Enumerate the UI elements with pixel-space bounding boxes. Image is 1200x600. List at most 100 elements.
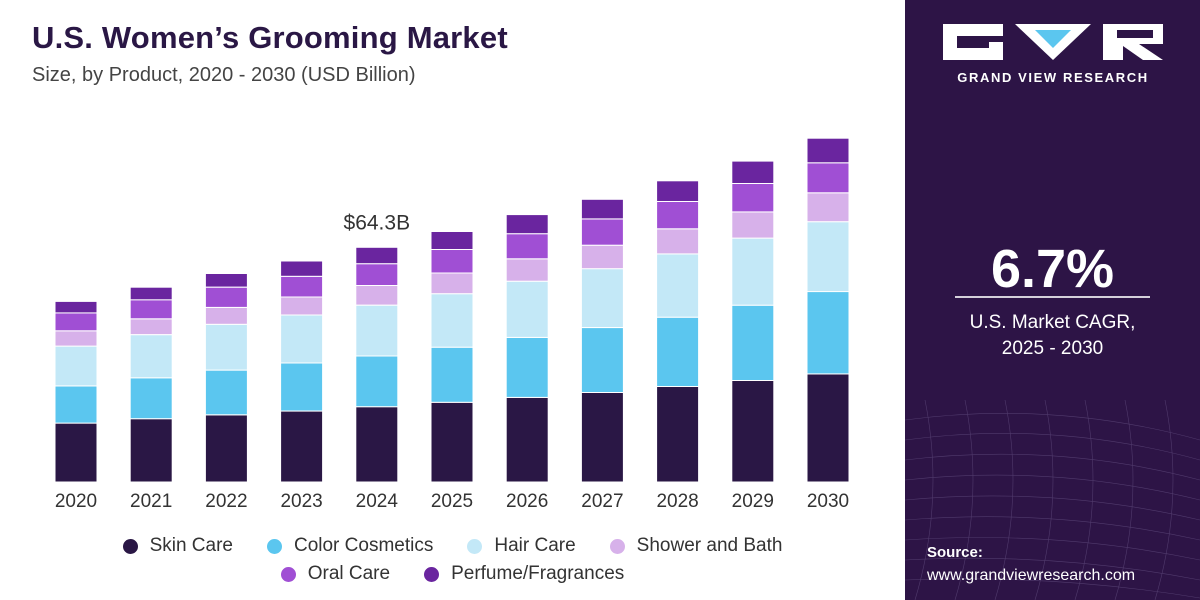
bar-segment-2023-color-cosmetics xyxy=(280,362,324,412)
bar-segment-2027-oral-care xyxy=(580,218,624,246)
legend-label-hair-care: Hair Care xyxy=(494,535,576,556)
bar-segment-2021-shower-and-bath xyxy=(129,318,173,336)
bar-segment-2024-shower-and-bath xyxy=(355,285,399,306)
legend-label-color-cosmetics: Color Cosmetics xyxy=(293,535,434,556)
legend-label-shower-and-bath: Shower and Bath xyxy=(636,535,783,556)
stacked-bar-chart: 2020 2021 2022 2023 2024 $64.3B 2025 2026 2027 20… xyxy=(54,137,850,512)
bar-segment-2029-skin-care xyxy=(731,380,775,483)
x-tick-label-2026: 2026 xyxy=(506,491,548,512)
x-tick-label-2030: 2030 xyxy=(807,491,849,512)
bar-segment-2020-shower-and-bath xyxy=(54,330,98,347)
bar-segment-2027-skin-care xyxy=(580,392,624,483)
x-tick-label-2024: 2024 xyxy=(356,491,399,512)
bar-segment-2025-skin-care xyxy=(430,401,474,483)
bar-segment-2024-perfume-fragrances xyxy=(355,246,399,265)
x-tick-label-2027: 2027 xyxy=(581,491,623,512)
grand-view-research-logo-icon xyxy=(943,24,1163,60)
bar-segment-2023-hair-care xyxy=(280,314,324,364)
mesh-background-graphic xyxy=(905,399,1200,600)
bar-segment-2025-oral-care xyxy=(430,249,474,274)
legend-row-2: Oral Care Perfume/Fragrances xyxy=(0,560,905,588)
source-label: Source: xyxy=(927,544,983,561)
bar-segment-2024-color-cosmetics xyxy=(355,355,399,408)
bar-segment-2022-color-cosmetics xyxy=(204,369,248,416)
bar-segment-2030-skin-care xyxy=(806,373,850,483)
bar-segment-2022-shower-and-bath xyxy=(204,306,248,325)
bar-segment-2024-hair-care xyxy=(355,304,399,357)
cagr-divider xyxy=(955,296,1150,298)
cagr-label-line2: 2025 - 2030 xyxy=(1001,338,1104,359)
x-tick-label-2023: 2023 xyxy=(280,491,322,512)
bar-segment-2029-oral-care xyxy=(731,183,775,213)
legend-row-1: Skin Care Color Cosmetics Hair Care Shower … xyxy=(0,532,905,560)
bar-segment-2022-skin-care xyxy=(204,414,248,483)
bar-segment-2022-perfume-fragrances xyxy=(204,273,248,288)
bar-segment-2023-oral-care xyxy=(280,275,324,298)
legend-swatch-color-cosmetics xyxy=(266,538,282,554)
bar-segment-2025-color-cosmetics xyxy=(430,346,474,403)
x-tick-label-2028: 2028 xyxy=(656,491,698,512)
x-tick-label-2025: 2025 xyxy=(431,491,473,512)
x-tick-label-2029: 2029 xyxy=(732,491,774,512)
bar-segment-2026-hair-care xyxy=(505,280,549,338)
chart-panel: U.S. Women’s Grooming Market Size, by Pr… xyxy=(0,20,905,588)
x-tick-label-2021: 2021 xyxy=(130,491,172,512)
bar-segment-2030-hair-care xyxy=(806,221,850,293)
bar-segment-2024-skin-care xyxy=(355,406,399,483)
bar-segment-2026-color-cosmetics xyxy=(505,336,549,398)
bar-segment-2020-color-cosmetics xyxy=(54,385,98,424)
brand-name: GRAND VIEW RESEARCH xyxy=(957,70,1149,85)
bar-segment-2020-perfume-fragrances xyxy=(54,300,98,314)
bar-segment-2029-color-cosmetics xyxy=(731,304,775,382)
legend-item-shower-and-bath: Shower and Bath xyxy=(609,535,783,557)
bar-segment-2026-shower-and-bath xyxy=(505,258,549,282)
bar-segment-2025-hair-care xyxy=(430,293,474,348)
legend-label-perfume-fragrances: Perfume/Fragrances xyxy=(451,563,625,584)
bar-segment-2027-shower-and-bath xyxy=(580,244,624,270)
chart-title: U.S. Women’s Grooming Market xyxy=(32,20,508,55)
legend-swatch-oral-care xyxy=(280,566,296,582)
bar-segment-2021-hair-care xyxy=(129,334,173,379)
bar-segment-2030-oral-care xyxy=(806,162,850,194)
bar-segment-2025-shower-and-bath xyxy=(430,272,474,295)
bar-segment-2023-perfume-fragrances xyxy=(280,260,324,277)
legend-swatch-shower-and-bath xyxy=(609,538,625,554)
bar-segment-2020-hair-care xyxy=(54,345,98,387)
bar-segment-2023-skin-care xyxy=(280,410,324,483)
legend-swatch-perfume-fragrances xyxy=(424,566,440,582)
bar-segment-2029-hair-care xyxy=(731,237,775,306)
legend-item-skin-care: Skin Care xyxy=(122,535,233,557)
cagr-value: 6.7% xyxy=(990,239,1115,299)
bar-segment-2026-perfume-fragrances xyxy=(505,214,549,235)
bar-segment-2021-oral-care xyxy=(129,299,173,320)
bar-segment-2026-oral-care xyxy=(505,233,549,260)
bar-segment-2028-hair-care xyxy=(656,253,700,318)
bar-segment-2029-shower-and-bath xyxy=(731,211,775,239)
bar-segment-2028-shower-and-bath xyxy=(656,228,700,255)
legend-swatch-skin-care xyxy=(122,538,138,554)
bar-segment-2021-perfume-fragrances xyxy=(129,286,173,301)
bar-segment-2022-oral-care xyxy=(204,286,248,308)
bar-segment-2027-perfume-fragrances xyxy=(580,198,624,220)
bar-segment-2023-shower-and-bath xyxy=(280,296,324,316)
bar-segment-2028-color-cosmetics xyxy=(656,316,700,388)
legend-label-skin-care: Skin Care xyxy=(149,535,233,556)
bar-segment-2026-skin-care xyxy=(505,396,549,483)
bar-segment-2030-shower-and-bath xyxy=(806,192,850,223)
brand-panel: GRAND VIEW RESEARCH 6.7% U.S. Market CAG… xyxy=(905,0,1200,600)
bar-segment-2024-oral-care xyxy=(355,263,399,287)
bar-segment-2028-perfume-fragrances xyxy=(656,180,700,203)
bar-segment-2027-hair-care xyxy=(580,268,624,329)
chart-legend: Skin Care Color Cosmetics Hair Care Shower … xyxy=(0,532,905,588)
bar-segment-2020-skin-care xyxy=(54,422,98,483)
bar-segment-2030-color-cosmetics xyxy=(806,291,850,375)
legend-item-hair-care: Hair Care xyxy=(467,535,576,557)
cagr-label-line1: U.S. Market CAGR, xyxy=(969,312,1136,333)
chart-subtitle: Size, by Product, 2020 - 2030 (USD Billi… xyxy=(32,64,416,86)
bar-segment-2022-hair-care xyxy=(204,323,248,371)
bar-segment-2020-oral-care xyxy=(54,312,98,332)
legend-label-oral-care: Oral Care xyxy=(307,563,391,584)
x-tick-label-2020: 2020 xyxy=(55,491,97,512)
bar-segment-2030-perfume-fragrances xyxy=(806,137,850,164)
